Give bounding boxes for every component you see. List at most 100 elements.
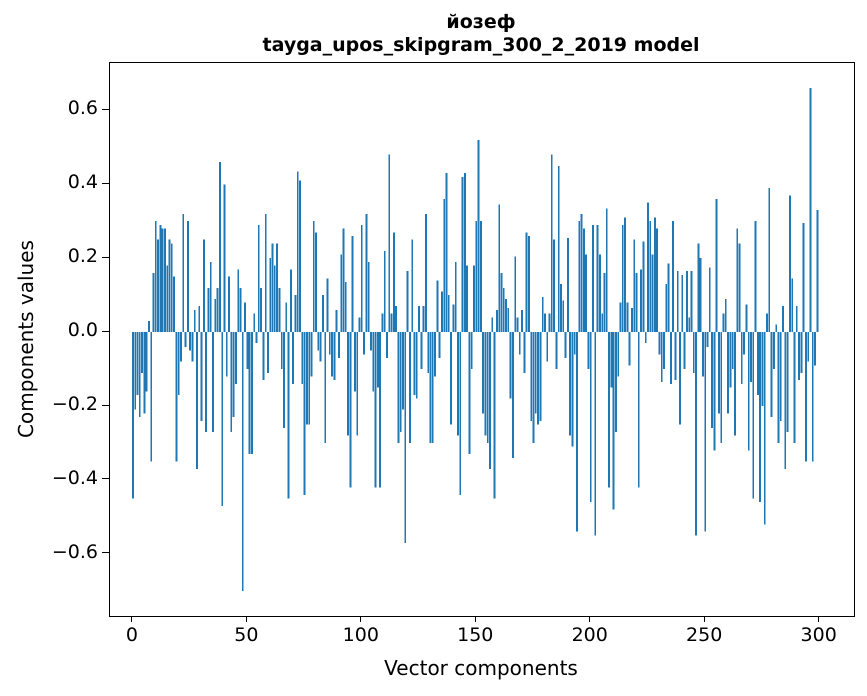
bar <box>635 272 638 333</box>
bar <box>532 332 535 444</box>
bar <box>363 332 366 355</box>
bar <box>370 332 372 351</box>
bar <box>720 332 723 444</box>
bar <box>436 280 439 333</box>
bar <box>612 332 615 510</box>
bar <box>234 332 237 384</box>
bar <box>534 332 537 414</box>
bar <box>688 317 691 333</box>
bar <box>347 332 349 436</box>
y-tick-label: −0.6 <box>51 540 98 563</box>
bar <box>628 332 631 366</box>
bar <box>296 171 299 333</box>
bar <box>161 228 164 333</box>
bar <box>445 173 448 333</box>
bar <box>399 332 402 432</box>
x-tick-mark <box>818 616 820 622</box>
bar <box>479 221 482 333</box>
bar <box>550 154 553 333</box>
y-tick-label: −0.4 <box>51 466 98 489</box>
bar <box>244 302 246 333</box>
bar <box>569 332 572 436</box>
bar <box>580 213 583 333</box>
bar <box>381 313 384 333</box>
bar <box>711 332 713 429</box>
bar <box>154 221 157 333</box>
bar <box>667 263 670 333</box>
x-tick-label: 0 <box>125 624 138 646</box>
bar <box>795 306 798 333</box>
bar <box>354 332 356 392</box>
bar <box>814 332 816 366</box>
bar <box>647 202 649 333</box>
bar <box>321 295 324 333</box>
bar <box>305 332 308 425</box>
bar <box>727 332 730 414</box>
bar <box>482 332 485 414</box>
bar <box>335 309 338 333</box>
bar <box>493 332 496 499</box>
bar <box>262 332 265 381</box>
bar <box>779 332 782 421</box>
bar <box>523 332 526 373</box>
bar <box>251 332 253 455</box>
bar <box>685 271 688 333</box>
bar <box>626 302 629 333</box>
y-tick-label: −0.2 <box>51 393 98 416</box>
bar <box>489 332 491 469</box>
bar <box>500 272 503 333</box>
bar <box>228 276 230 333</box>
y-tick-mark <box>102 404 109 406</box>
bar <box>283 332 285 429</box>
bar <box>452 304 455 333</box>
bar <box>257 224 260 333</box>
bar <box>763 332 766 525</box>
bar <box>150 332 153 462</box>
bar <box>164 228 166 333</box>
bar <box>738 243 741 333</box>
bar <box>644 332 647 344</box>
bar <box>507 308 510 333</box>
bar <box>811 332 814 462</box>
bar <box>770 332 773 418</box>
bar <box>651 254 654 333</box>
bar <box>573 332 576 355</box>
bar <box>443 199 446 333</box>
bar <box>157 239 159 333</box>
bar <box>131 332 134 499</box>
bar <box>608 332 610 488</box>
bar <box>225 332 228 377</box>
bar <box>594 332 597 536</box>
bar <box>589 332 592 503</box>
bar <box>402 332 404 410</box>
bar <box>576 332 578 532</box>
bar <box>798 332 800 381</box>
y-tick-mark <box>102 330 109 332</box>
bar <box>463 173 466 333</box>
bar <box>342 228 345 333</box>
bar <box>766 313 768 333</box>
bar <box>681 274 684 333</box>
bar <box>301 332 304 384</box>
bar <box>690 271 693 333</box>
bar <box>530 332 533 421</box>
bar <box>491 317 494 333</box>
bar <box>782 306 784 333</box>
bar <box>740 332 743 384</box>
bar <box>475 221 478 333</box>
x-tick-mark <box>703 616 705 622</box>
bar <box>617 332 620 377</box>
bar <box>390 313 393 333</box>
bar <box>585 254 588 333</box>
bar <box>429 332 432 444</box>
bar <box>793 332 796 444</box>
bar <box>209 261 212 333</box>
bar <box>791 278 794 333</box>
bar <box>367 261 370 333</box>
bar <box>548 313 551 333</box>
bar <box>299 180 301 333</box>
bar <box>431 332 434 444</box>
bar <box>461 176 464 333</box>
bar <box>216 287 219 333</box>
bar <box>679 332 681 425</box>
